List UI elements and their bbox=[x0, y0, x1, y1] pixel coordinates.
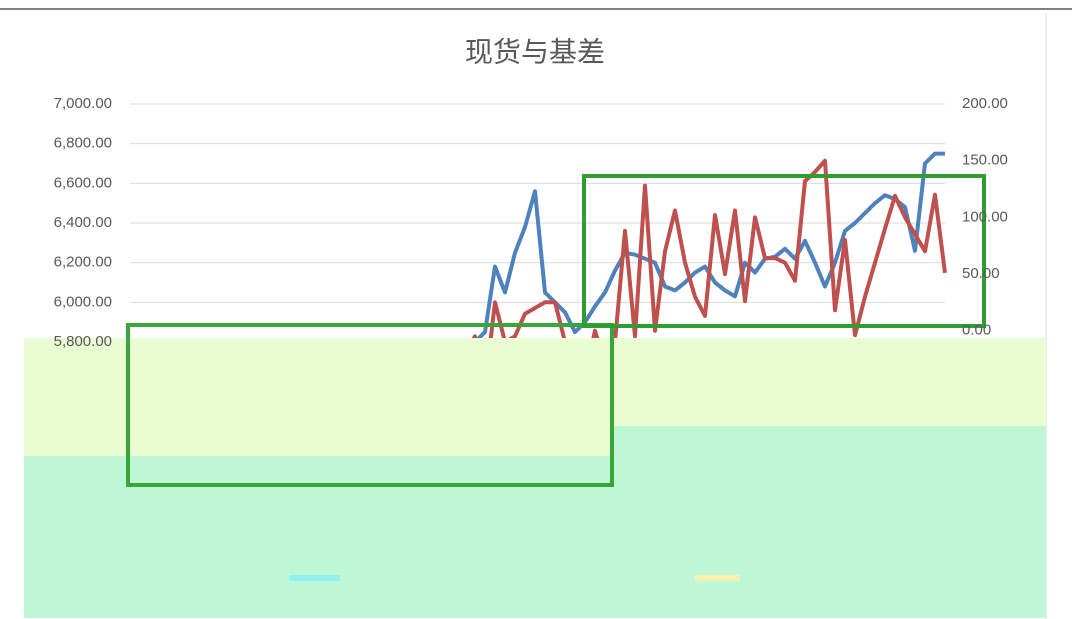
glitch-band bbox=[24, 456, 1046, 618]
y-tick-label: 6,400.00 bbox=[54, 214, 112, 231]
y-tick-label: 7,000.00 bbox=[54, 95, 112, 112]
y2-tick-label: 200.00 bbox=[962, 95, 1008, 112]
highlight-box bbox=[126, 323, 614, 487]
glitch-band bbox=[612, 426, 1046, 456]
y-tick-label: 5,800.00 bbox=[54, 333, 112, 350]
y2-tick-label: 0.00 bbox=[962, 322, 991, 339]
legend-swatch bbox=[290, 575, 340, 581]
y-tick-label: 6,200.00 bbox=[54, 254, 112, 271]
overlay bbox=[24, 174, 1046, 618]
y2-tick-label: 100.00 bbox=[962, 208, 1008, 225]
y2-tick-label: 150.00 bbox=[962, 152, 1008, 169]
y-tick-label: 6,000.00 bbox=[54, 293, 112, 310]
y2-tick-label: 50.00 bbox=[962, 265, 1000, 282]
chart-title: 现货与基差 bbox=[465, 36, 605, 67]
y-tick-label: 6,800.00 bbox=[54, 135, 112, 152]
legend-swatch bbox=[695, 575, 740, 581]
y-tick-label: 6,600.00 bbox=[54, 174, 112, 191]
highlight-box bbox=[582, 174, 986, 328]
